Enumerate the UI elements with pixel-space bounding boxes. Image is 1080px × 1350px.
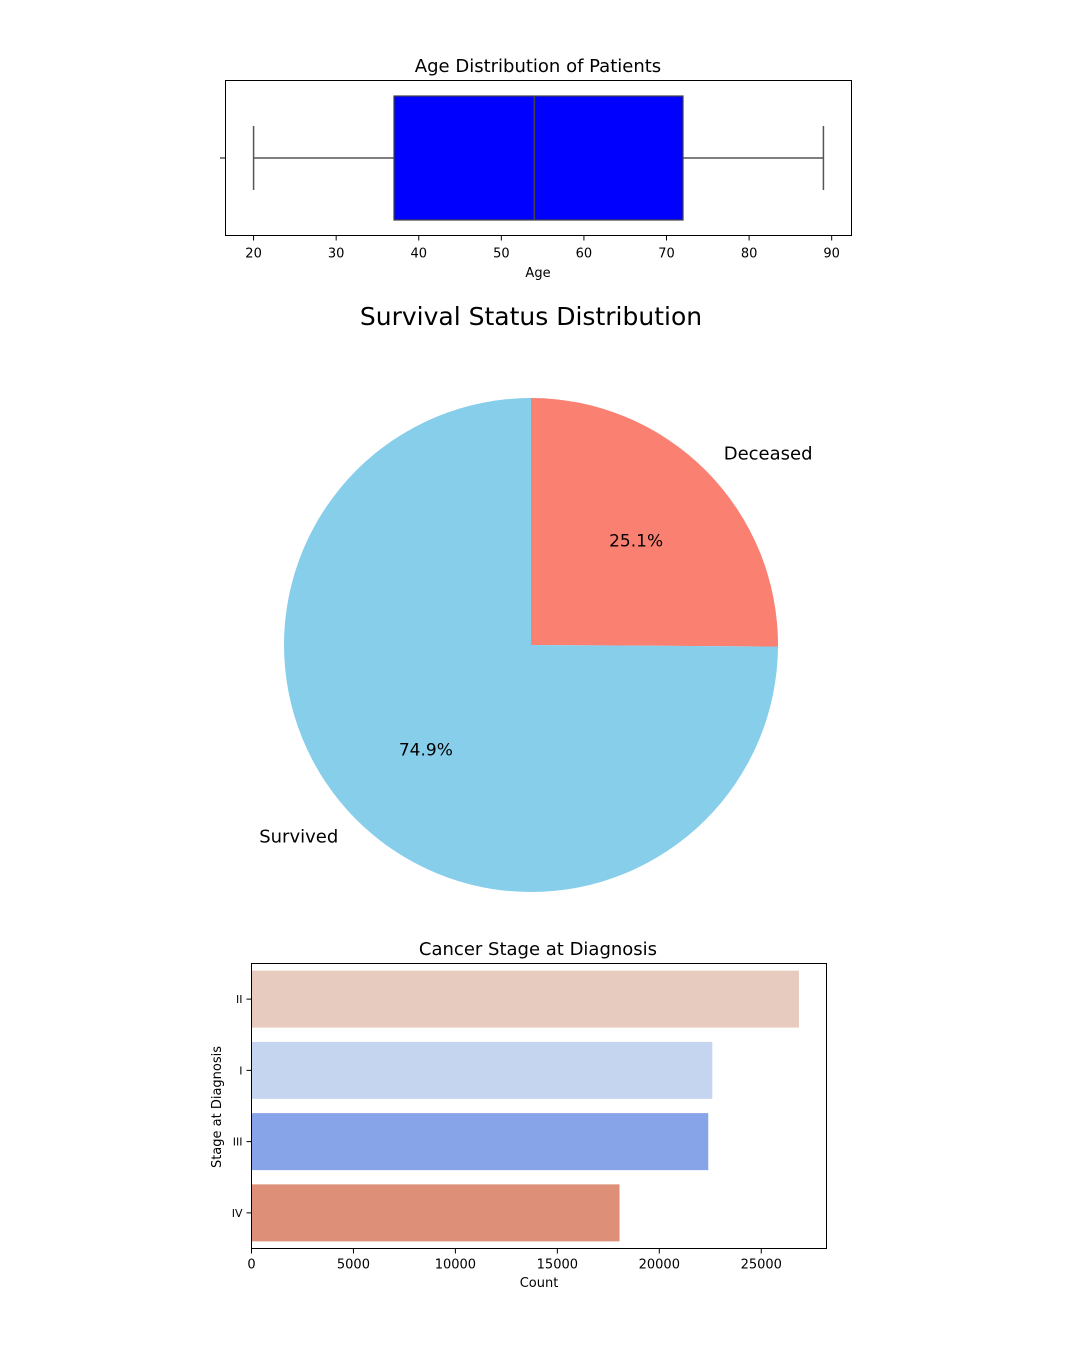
survival-pie-chart: Survival Status Distribution Deceased 25.… xyxy=(259,302,813,892)
boxplot-x-tick-label: 90 xyxy=(823,247,840,262)
pie-slice-label: Survived xyxy=(259,827,338,848)
bar-y-label: Stage at Diagnosis xyxy=(210,1046,225,1168)
boxplot-x-tick-label: 30 xyxy=(328,247,345,262)
stage-bar-chart: Cancer Stage at Diagnosis 0 5000 10000 1500… xyxy=(210,939,827,1291)
pie-slice-deceased xyxy=(531,398,778,647)
pie-slice-percent: 74.9% xyxy=(399,740,453,760)
bar-x-tick-label: 10000 xyxy=(435,1258,476,1273)
bar-title: Cancer Stage at Diagnosis xyxy=(419,939,657,960)
bar-stage-III xyxy=(251,1113,709,1171)
bar-x-label: Count xyxy=(520,1276,559,1291)
bar-stage-IV xyxy=(251,1184,620,1242)
bar-x-tick-label: 25000 xyxy=(741,1258,782,1273)
boxplot-x-tick-label: 60 xyxy=(576,247,593,262)
boxplot-x-tick-label: 80 xyxy=(741,247,758,262)
bar-x-tick-label: 15000 xyxy=(537,1258,578,1273)
bar-x-tick-label: 5000 xyxy=(337,1258,370,1273)
boxplot-box xyxy=(393,95,684,221)
boxplot-x-tick-label: 50 xyxy=(493,247,510,262)
boxplot-x-ticks: 20 30 40 50 60 70 80 90 xyxy=(245,235,840,262)
bar-stage-I xyxy=(251,1041,713,1099)
bar-x-tick-label: 20000 xyxy=(639,1258,680,1273)
pie-title: Survival Status Distribution xyxy=(360,302,702,331)
age-boxplot-chart: Age Distribution of Patients 20 30 40 50 60 7… xyxy=(220,56,852,281)
boxplot-x-tick-label: 70 xyxy=(658,247,675,262)
bar-y-tick-label: II xyxy=(236,993,243,1006)
bar-x-ticks: 0 5000 10000 15000 20000 25000 xyxy=(247,1248,782,1273)
bar-y-tick-label: I xyxy=(239,1064,242,1077)
boxplot-title: Age Distribution of Patients xyxy=(415,56,661,77)
boxplot-marks xyxy=(252,95,825,221)
pie-slice-survived xyxy=(283,398,778,892)
boxplot-x-tick-label: 20 xyxy=(245,247,262,262)
pie-slice-percent: 25.1% xyxy=(609,532,663,552)
bar-y-tick-label: III xyxy=(233,1136,243,1149)
boxplot-x-label: Age xyxy=(525,266,550,281)
bar-stage-II xyxy=(251,970,799,1028)
bar-marks xyxy=(251,970,799,1242)
bar-x-tick-label: 0 xyxy=(247,1258,255,1273)
bar-y-tick-label: IV xyxy=(232,1207,243,1220)
pie-marks: Deceased 25.1% Survived 74.9% xyxy=(259,398,813,892)
pie-slice-label: Deceased xyxy=(724,443,813,464)
bar-frame xyxy=(251,963,827,1249)
boxplot-x-tick-label: 40 xyxy=(410,247,427,262)
